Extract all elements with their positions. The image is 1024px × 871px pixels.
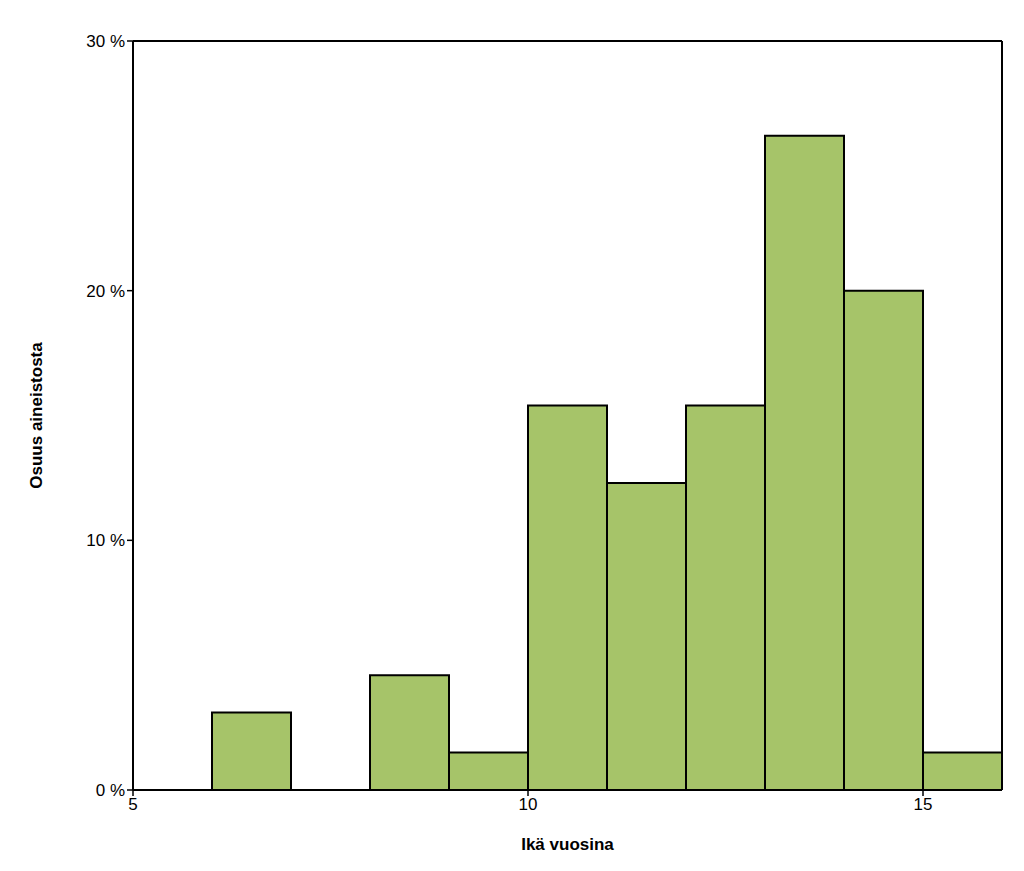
- svg-text:Ikä vuosina: Ikä vuosina: [521, 835, 614, 854]
- svg-text:30 %: 30 %: [86, 32, 125, 51]
- svg-text:0 %: 0 %: [96, 781, 125, 800]
- svg-text:20 %: 20 %: [86, 282, 125, 301]
- svg-text:15: 15: [914, 795, 933, 814]
- svg-text:10: 10: [519, 795, 538, 814]
- svg-text:5: 5: [128, 795, 137, 814]
- svg-text:10 %: 10 %: [86, 531, 125, 550]
- svg-text:Osuus aineistosta: Osuus aineistosta: [27, 342, 46, 489]
